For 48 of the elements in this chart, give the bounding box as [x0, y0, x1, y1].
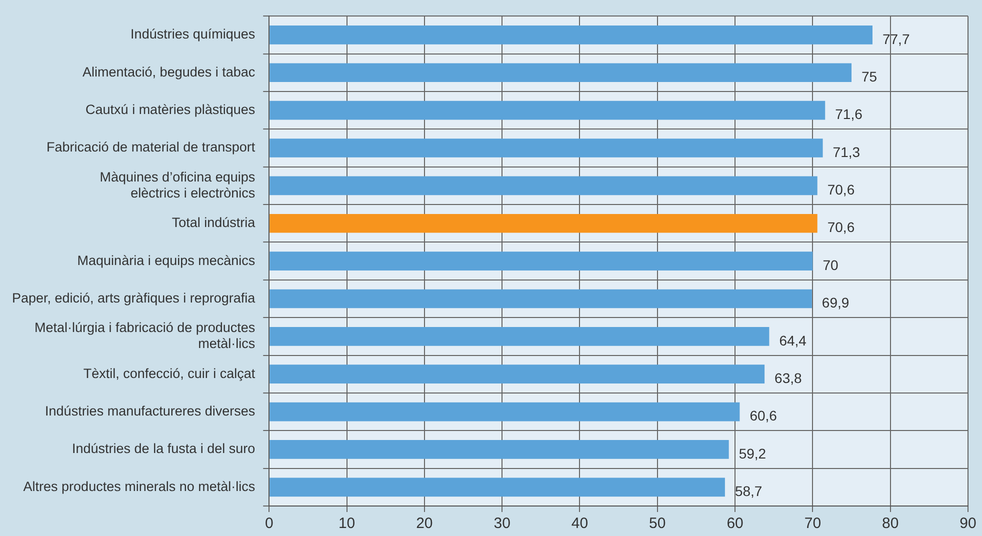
y-tick-label: Tèxtil, confecció, cuir i calçat	[83, 366, 256, 381]
x-tick-label: 70	[804, 515, 822, 532]
data-label: 70,6	[827, 219, 855, 236]
y-tick-label: Total indústria	[172, 215, 256, 230]
data-label: 60,6	[750, 408, 778, 424]
x-tick-label: 40	[571, 515, 588, 532]
bar	[270, 138, 823, 158]
y-tick-label: Màquines d’oficina equips elèctrics i electrònics	[100, 169, 256, 200]
data-label: 70	[822, 256, 838, 273]
y-tick-label: Alimentació, begudes i tabac	[82, 64, 256, 80]
data-label: 64,4	[779, 332, 807, 348]
y-tick-label: Paper, edició, arts gràfiques i reprografia	[12, 290, 256, 306]
data-label: 59,2	[738, 445, 766, 462]
x-tick-label: 10	[338, 515, 356, 532]
bar	[270, 402, 740, 422]
y-tick-label: Altres productes minerals no metàl·lics	[23, 478, 256, 494]
x-tick-label: 0	[264, 515, 274, 532]
x-tick-label: 50	[649, 515, 666, 532]
x-tick-label: 20	[416, 515, 433, 532]
y-tick-label: Cautxú i matèries plàstiques	[86, 102, 256, 118]
bar	[270, 252, 813, 270]
bar	[270, 63, 852, 82]
data-label: 63,8	[774, 370, 802, 386]
data-label: 69,9	[822, 294, 850, 311]
y-tick-label: Maquinària i equips mecànics	[77, 252, 256, 268]
data-label: 58,7	[734, 483, 762, 500]
x-tick-label: 90	[960, 515, 976, 532]
data-label: 75	[862, 68, 878, 84]
data-label: 71,3	[832, 144, 860, 160]
bar	[270, 214, 818, 233]
y-tick-label: Indústries químiques	[130, 26, 256, 42]
x-tick-label: 60	[726, 515, 744, 532]
y-tick-label: Indústries manufactureres diverses	[45, 404, 256, 419]
x-tick-label: 80	[882, 515, 899, 532]
bar	[270, 289, 812, 308]
y-tick-label: Indústries de la fusta i del suro	[72, 441, 256, 456]
data-label: 71,6	[835, 106, 863, 122]
bar	[270, 26, 872, 44]
bar	[270, 440, 729, 459]
y-tick-label: Fabricació de material de transport	[46, 140, 256, 155]
bar	[270, 364, 765, 384]
bar	[270, 176, 818, 196]
x-tick-label: 30	[494, 515, 510, 532]
bar	[270, 478, 725, 497]
data-label: 70,6	[827, 182, 855, 198]
bar	[270, 327, 770, 346]
y-tick-label: Metal·lúrgia i fabricació de productes metàl·lics	[34, 320, 256, 352]
bar	[270, 100, 826, 120]
